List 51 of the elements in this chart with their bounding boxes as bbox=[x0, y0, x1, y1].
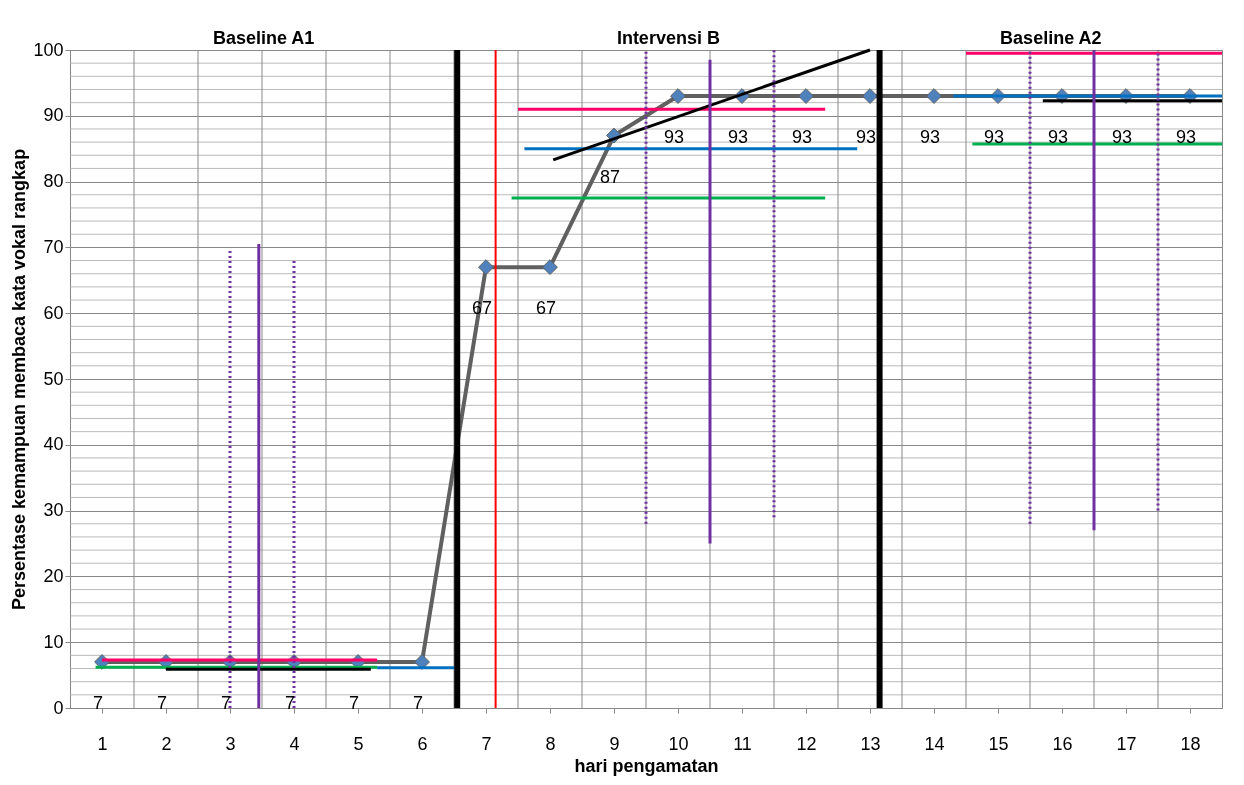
text: Intervensi B bbox=[616, 28, 720, 48]
x-tick-label: 1 bbox=[97, 733, 108, 754]
y-tick-label: 20 bbox=[43, 565, 64, 586]
y-tick-label: 60 bbox=[43, 302, 64, 323]
y-tick-label: 70 bbox=[43, 236, 64, 257]
x-axis-title: hari pengamatan bbox=[574, 755, 719, 776]
y-tick-label: 90 bbox=[43, 105, 64, 126]
data-label: 93 bbox=[727, 127, 749, 148]
x-tick-label: 7 bbox=[481, 733, 492, 754]
data-label: 93 bbox=[791, 127, 813, 148]
x-tick-label: 5 bbox=[353, 733, 364, 754]
x-tick-label: 6 bbox=[417, 733, 428, 754]
x-tick-label: 14 bbox=[924, 733, 945, 754]
x-tick-label: 12 bbox=[796, 733, 817, 754]
data-label: 93 bbox=[855, 127, 877, 148]
x-tick-label: 8 bbox=[545, 733, 556, 754]
x-tick-label: 17 bbox=[1116, 733, 1137, 754]
y-tick-label: 0 bbox=[53, 697, 64, 718]
y-tick-label: 30 bbox=[43, 500, 64, 521]
y-axis-title: Persentase kemampuan membaca kata vokal rangkap bbox=[9, 148, 30, 611]
data-label: 7 bbox=[348, 692, 360, 713]
x-tick-label: 2 bbox=[161, 733, 172, 754]
text: Baseline A1 bbox=[212, 28, 315, 48]
data-label: 7 bbox=[412, 692, 424, 713]
data-label: 67 bbox=[535, 298, 557, 319]
x-tick-label: 16 bbox=[1052, 733, 1073, 754]
x-tick-label: 4 bbox=[289, 733, 300, 754]
y-tick-label: 50 bbox=[43, 368, 64, 389]
x-tick-label: 3 bbox=[225, 733, 236, 754]
data-label: 7 bbox=[284, 692, 296, 713]
data-label: 93 bbox=[1175, 127, 1197, 148]
x-tick-label: 15 bbox=[988, 733, 1009, 754]
x-tick-label: 11 bbox=[733, 733, 752, 754]
data-label: 93 bbox=[663, 127, 685, 148]
x-tick-label: 18 bbox=[1180, 733, 1201, 754]
data-label: 93 bbox=[983, 127, 1005, 148]
x-tick-label: 10 bbox=[668, 733, 689, 754]
text: Baseline A2 bbox=[1000, 28, 1102, 48]
data-label: 7 bbox=[92, 692, 104, 713]
y-tick-label: 80 bbox=[43, 171, 64, 192]
data-label: 93 bbox=[1047, 127, 1069, 148]
data-label: 7 bbox=[156, 692, 168, 713]
data-label: 87 bbox=[599, 166, 621, 187]
data-label: 93 bbox=[919, 127, 941, 148]
y-tick-label: 10 bbox=[43, 631, 64, 652]
x-tick-label: 9 bbox=[609, 733, 620, 754]
data-label: 93 bbox=[1111, 127, 1133, 148]
data-label: 7 bbox=[220, 692, 232, 713]
x-tick-label: 13 bbox=[860, 733, 881, 754]
y-tick-label: 40 bbox=[43, 434, 64, 455]
y-tick-label: 100 bbox=[33, 39, 64, 60]
